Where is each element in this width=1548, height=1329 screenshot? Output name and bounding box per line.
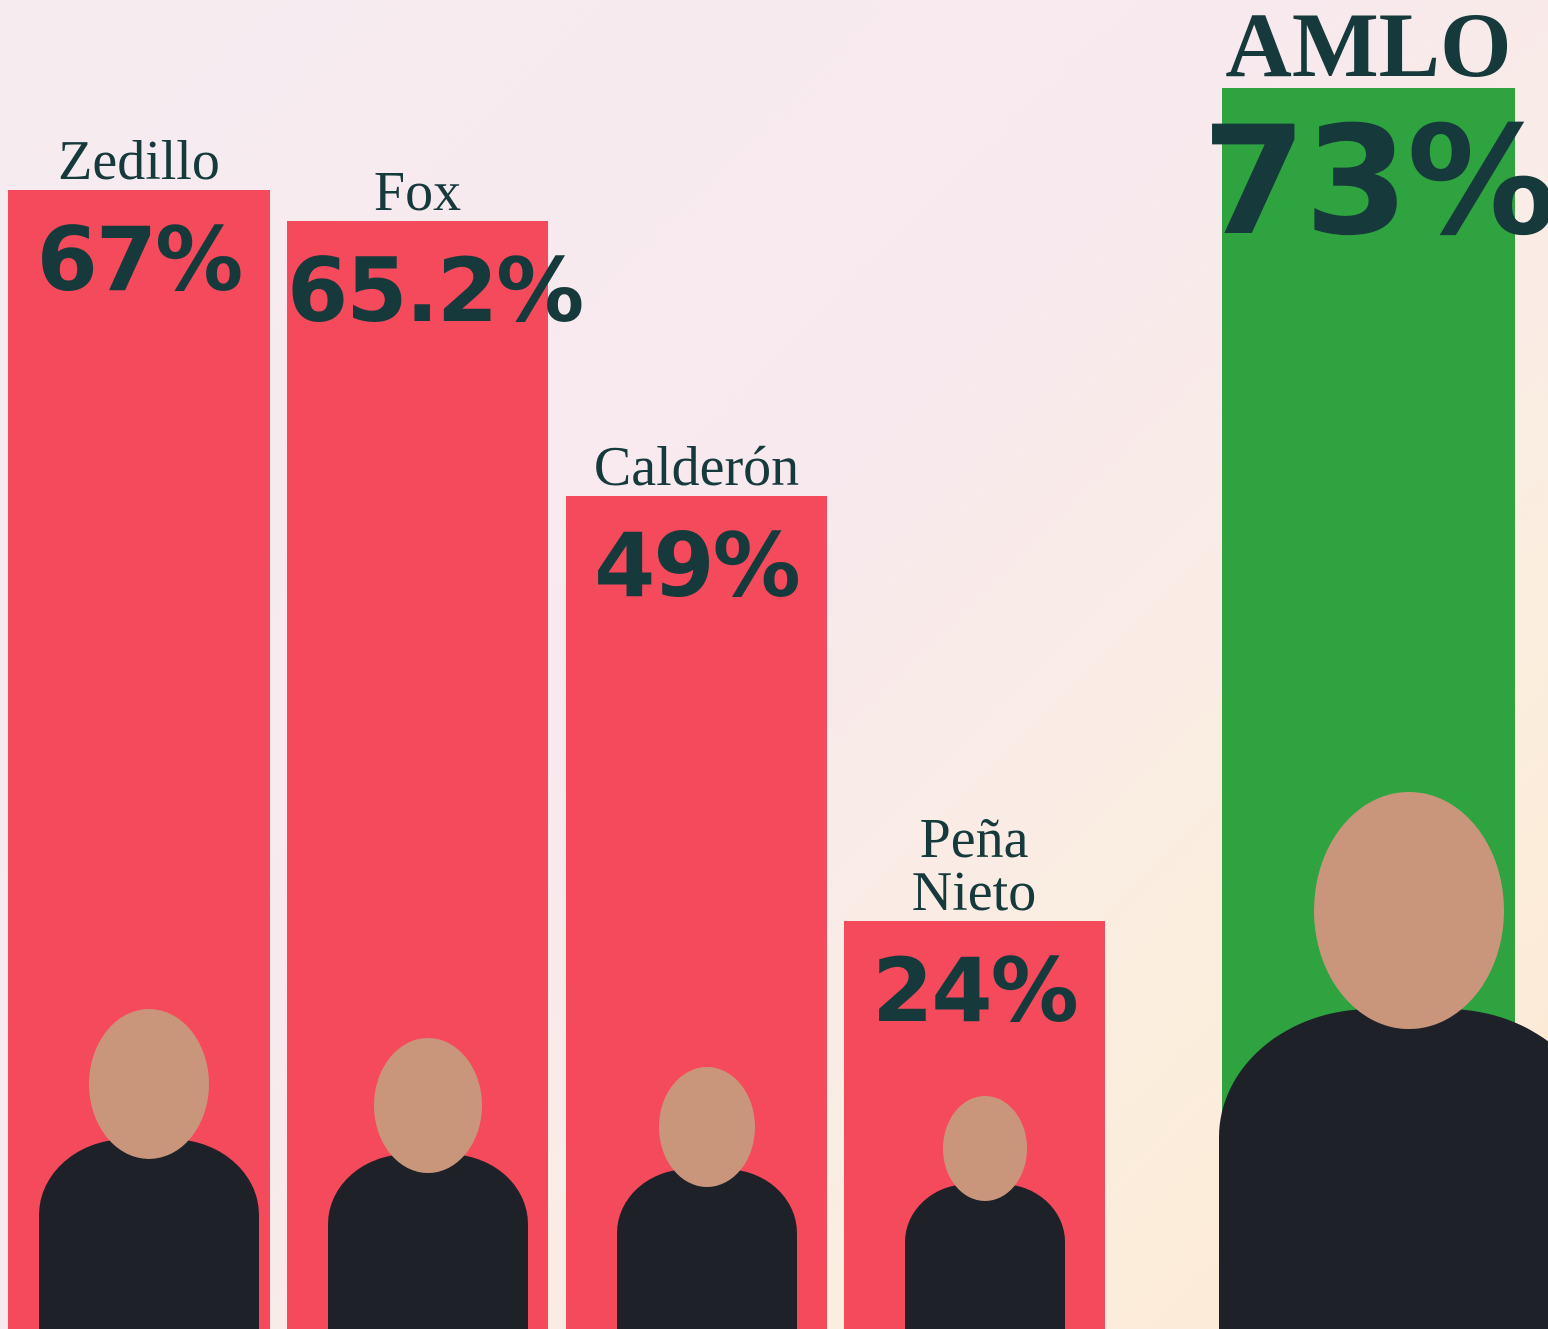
- bar-name: Calderón: [566, 441, 827, 494]
- portrait-head: [374, 1038, 482, 1173]
- bar-value: 73%: [1202, 95, 1548, 269]
- chart: Zedillo 67% Fox 65.2% Calderón 49% Peña Nieto 2…: [0, 0, 1548, 1329]
- portrait-head: [89, 1009, 209, 1159]
- bar-name: Fox: [287, 166, 548, 219]
- portrait-body: [328, 1154, 528, 1329]
- portrait-body: [905, 1184, 1065, 1329]
- bar-value: 67%: [8, 208, 270, 311]
- bar-name: Peña Nieto: [874, 813, 1074, 919]
- portrait-head: [943, 1096, 1027, 1201]
- bar-value: 49%: [566, 514, 827, 617]
- bar-name: Zedillo: [8, 135, 270, 188]
- page: Zedillo 67% Fox 65.2% Calderón 49% Peña Nieto 2…: [0, 0, 1548, 1329]
- portrait-body: [39, 1139, 259, 1329]
- bar-value: 24%: [844, 939, 1105, 1042]
- portrait-head: [659, 1067, 755, 1187]
- bar-name: AMLO: [1192, 2, 1545, 89]
- portrait-body: [617, 1169, 797, 1329]
- bar-value: 65.2%: [287, 239, 548, 342]
- portrait-head: [1314, 792, 1504, 1030]
- portrait-body: [1219, 1009, 1548, 1329]
